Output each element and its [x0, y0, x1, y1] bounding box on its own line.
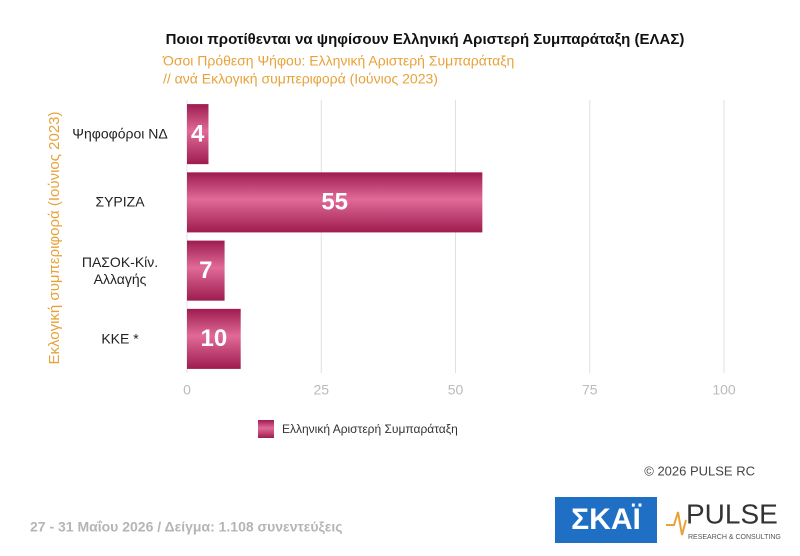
- skai-logo-text: ΣΚΑΪ: [571, 503, 641, 536]
- x-tick-label: 25: [313, 382, 329, 398]
- value-label: 10: [200, 325, 227, 352]
- chart-title: Ποιοι προτίθενται να ψηφίσουν Ελληνική Α…: [166, 31, 685, 48]
- y-tick-label: ΠΑΣΟΚ-Κίν. Αλλαγής: [81, 253, 159, 287]
- subtitle: // ανά Εκλογική συμπεριφορά (Ιούνιος 202…: [163, 71, 438, 87]
- skai-logo: [555, 497, 657, 543]
- pulse-logo-icon: [666, 511, 687, 536]
- bar: [187, 240, 225, 301]
- value-label: 4: [191, 120, 205, 147]
- pulse-logo-text: PULSE: [686, 498, 778, 529]
- pulse-logo-sub: RESEARCH & CONSULTING: [688, 534, 781, 541]
- copyright: © 2026 PULSE RC: [644, 463, 755, 478]
- bar: [187, 308, 241, 369]
- y-tick-label: ΣΥΡΙΖΑ: [95, 193, 145, 210]
- subtitle: Όσοι Πρόθεση Ψήφου: Ελληνική Αριστερή Συ…: [162, 53, 514, 69]
- legend-label: Ελληνική Αριστερή Συμπαράταξη: [282, 422, 458, 436]
- footer: 27 - 31 Μαΐου 2026 / Δείγμα: 1.108 συνεν…: [30, 519, 343, 535]
- x-tick-label: 50: [448, 382, 464, 398]
- y-tick-label: Ψηφοφόροι ΝΔ: [72, 125, 168, 142]
- value-label: 7: [199, 257, 212, 284]
- x-tick-label: 0: [183, 382, 191, 398]
- y-tick-label: ΚΚΕ *: [101, 330, 139, 347]
- x-tick-label: 75: [582, 382, 598, 398]
- value-label: 55: [321, 189, 348, 216]
- x-tick-label: 100: [712, 382, 736, 398]
- y-axis-label: Εκλογική συμπεριφορά (Ιούνιος 2023): [46, 111, 63, 364]
- legend-swatch: [258, 420, 274, 438]
- bar: [187, 104, 209, 165]
- bar: [187, 172, 483, 233]
